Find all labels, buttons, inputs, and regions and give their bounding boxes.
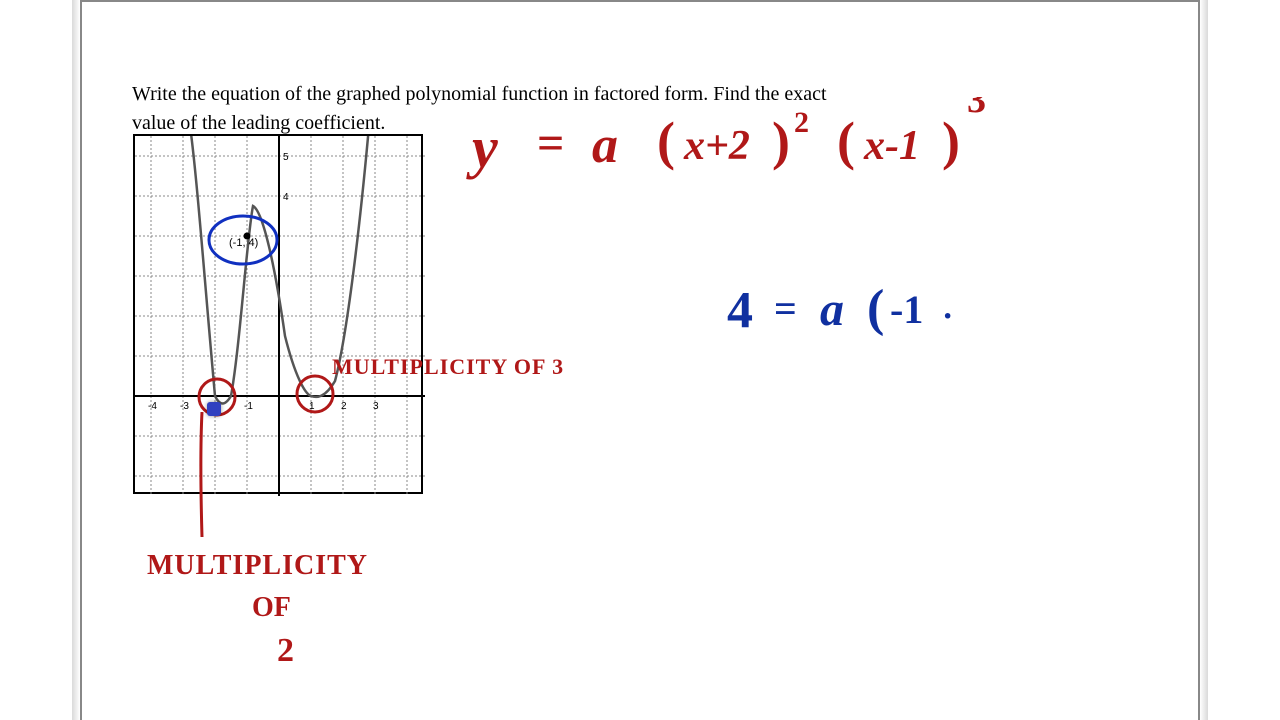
svg-text:2: 2 <box>341 401 347 412</box>
svg-text:-3: -3 <box>180 401 189 412</box>
multiplicity-3-label: MULTIPLICITY OF 3 <box>332 354 564 380</box>
svg-text:·: · <box>942 298 953 335</box>
multiplicity-2-label-3: 2 <box>277 632 294 670</box>
page-frame: Write the equation of the graphed polyno… <box>80 0 1200 720</box>
svg-text:a: a <box>592 117 618 174</box>
svg-text:-1: -1 <box>890 287 923 332</box>
multiplicity-2-label-2: OF <box>252 592 291 624</box>
equation-main: y = a ( x+2 ) 2 ( x-1 ) 3 <box>462 97 1052 222</box>
svg-text:(: ( <box>657 111 675 171</box>
svg-text:3: 3 <box>967 97 986 121</box>
svg-text:(-1, 4): (-1, 4) <box>229 237 258 249</box>
graph-box: -4 -3 -2 -1 1 2 3 4 5 (-1, 4) <box>133 134 423 494</box>
multiplicity-2-label-1: MULTIPLICITY <box>147 550 368 582</box>
svg-text:-1: -1 <box>244 401 253 412</box>
svg-text:(: ( <box>867 280 884 337</box>
page-shadow-left <box>72 0 80 720</box>
solve-line: 4 = a ( -1 · <box>722 267 982 362</box>
svg-text:(: ( <box>837 111 855 171</box>
svg-text:y: y <box>466 115 498 180</box>
svg-text:a: a <box>820 283 844 336</box>
svg-text:5: 5 <box>283 152 289 163</box>
svg-text:2: 2 <box>794 106 809 139</box>
svg-text:): ) <box>942 111 960 171</box>
svg-text:4: 4 <box>283 192 289 203</box>
svg-text:-4: -4 <box>148 401 157 412</box>
mult2-pointer <box>192 412 212 542</box>
svg-text:): ) <box>772 111 790 171</box>
svg-text:x+2: x+2 <box>683 123 750 169</box>
graph-svg: -4 -3 -2 -1 1 2 3 4 5 (-1, 4) <box>135 136 425 496</box>
svg-text:x-1: x-1 <box>863 123 920 169</box>
page-shadow-right <box>1200 0 1208 720</box>
svg-text:=: = <box>774 286 797 331</box>
svg-text:4: 4 <box>727 282 753 339</box>
svg-text:3: 3 <box>373 401 379 412</box>
svg-text:=: = <box>537 117 564 170</box>
